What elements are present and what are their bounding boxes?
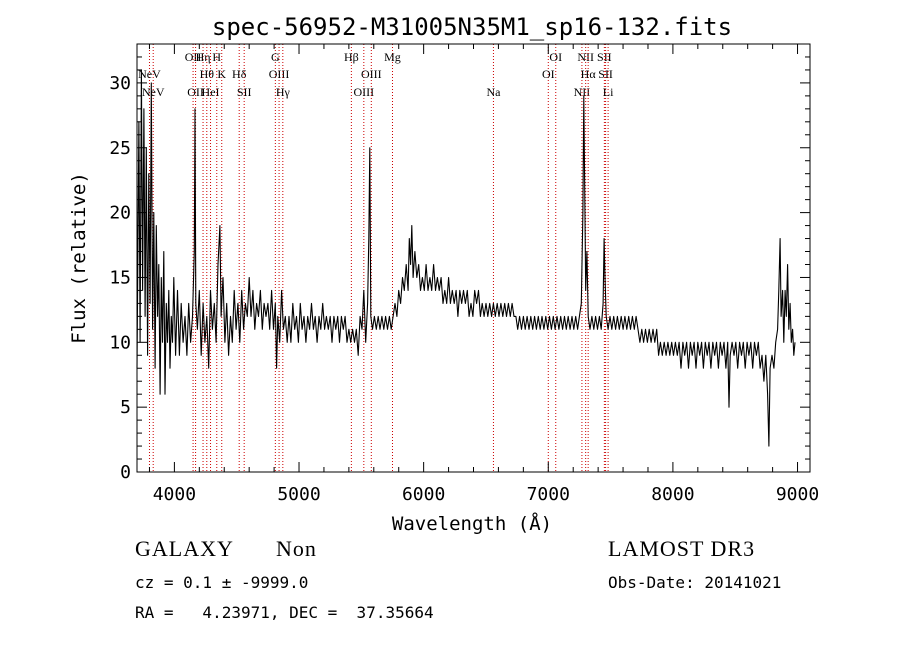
x-axis-label: Wavelength (Å)	[392, 512, 552, 535]
survey-name: LAMOST DR3	[608, 536, 756, 561]
line-marker-label: K	[217, 67, 226, 81]
x-tick-label: 9000	[776, 484, 819, 505]
line-marker-label: Hη	[196, 50, 211, 64]
y-tick-label: 20	[109, 203, 131, 224]
y-tick-label: 25	[109, 138, 131, 159]
x-tick-label: 5000	[277, 484, 320, 505]
chart-title: spec-56952-M31005N35M1_sp16-132.fits	[212, 13, 732, 41]
y-tick-label: 15	[109, 267, 131, 288]
spectrum-chart: spec-56952-M31005N35M1_sp16-132.fits NeV…	[68, 13, 819, 535]
x-tick-label: 4000	[153, 484, 196, 505]
observation-date: Obs-Date: 20141021	[608, 573, 782, 592]
line-marker-label: SII	[237, 85, 252, 99]
line-marker-label: OIII	[269, 67, 290, 81]
ra-dec: RA = 4.23971, DEC = 37.35664	[135, 603, 434, 622]
series-layer	[136, 69, 796, 447]
line-marker-label: Li	[603, 85, 614, 99]
line-marker-label: OIII	[353, 85, 374, 99]
y-tick-label: 30	[109, 73, 131, 94]
line-marker-label: HeI	[202, 85, 220, 99]
line-marker-label: OI	[549, 50, 562, 64]
line-marker-label: SII	[597, 50, 612, 64]
line-marker-label: Na	[486, 85, 501, 99]
y-tick-label: 5	[120, 397, 131, 418]
y-tick-label: 0	[120, 462, 131, 483]
object-subclass: Non	[276, 536, 317, 561]
line-marker-label: Hγ	[276, 85, 291, 99]
line-marker-label: OII	[187, 85, 204, 99]
spectrum-line	[136, 69, 796, 447]
x-tick-label: 7000	[527, 484, 570, 505]
axes-layer: 4000 5000 6000 7000 8000 9000 0 5 10 15 20 25 30	[109, 43, 819, 505]
redshift-cz: cz = 0.1 ± -9999.0	[135, 573, 309, 592]
line-marker-label: Hα	[581, 67, 597, 81]
line-marker-label: Hβ	[344, 50, 359, 64]
x-tick-label: 6000	[402, 484, 445, 505]
line-marker-label: NII	[577, 50, 594, 64]
line-marker-label: OIII	[361, 67, 382, 81]
x-tick-label: 8000	[651, 484, 694, 505]
line-marker-label: G	[271, 50, 280, 64]
y-axis-label: Flux (relative)	[68, 172, 90, 344]
y-tick-label: 10	[109, 332, 131, 353]
line-marker-label: OII	[185, 50, 202, 64]
line-marker-label: NeV	[138, 67, 161, 81]
line-marker-label: Hθ	[200, 67, 215, 81]
line-marker-label: OI	[542, 67, 555, 81]
object-class: GALAXY	[135, 536, 234, 561]
plot-frame	[136, 43, 811, 473]
line-marker-label: SII	[598, 67, 613, 81]
line-marker-label: NeV	[142, 85, 165, 99]
line-marker-label: Hδ	[232, 67, 247, 81]
line-marker-label: Mg	[384, 50, 401, 64]
line-marker-label: H	[212, 50, 221, 64]
